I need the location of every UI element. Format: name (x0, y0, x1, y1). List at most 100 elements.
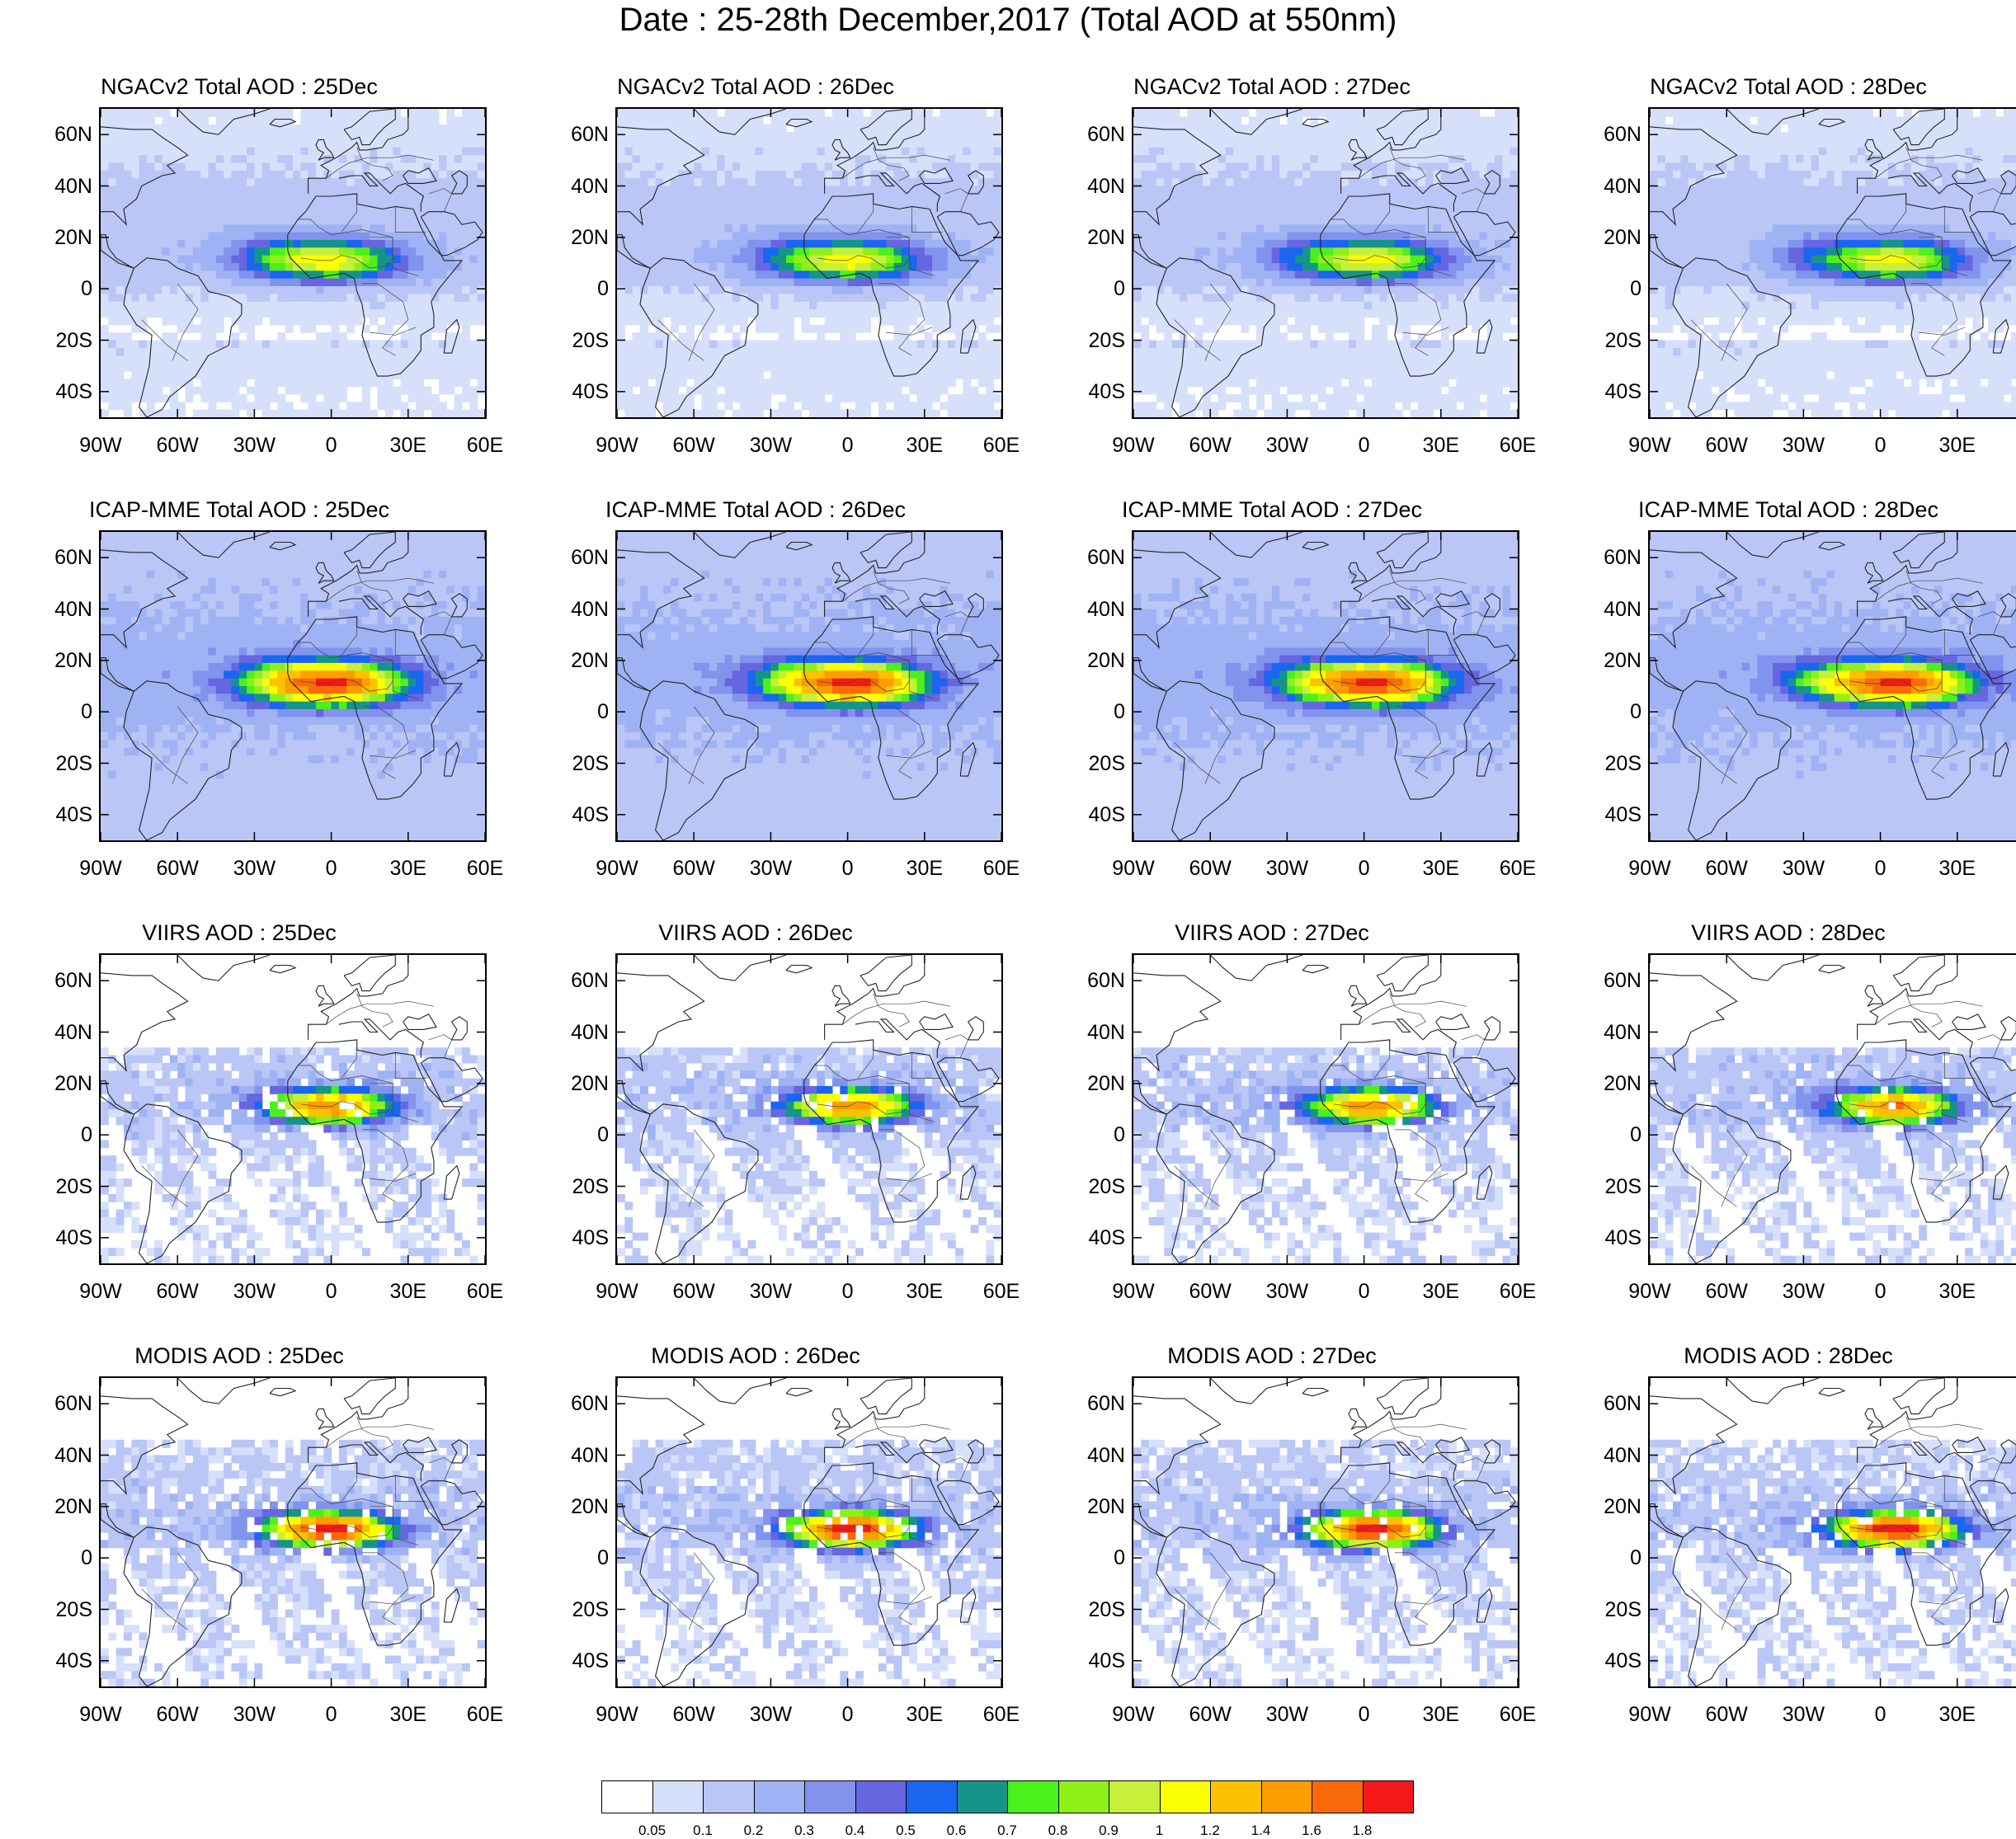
panel-title: VIIRS AOD : 25Dec (0, 920, 478, 945)
lon-tick-label: 0 (1844, 1703, 1918, 1726)
lat-tick-label: 60N (1067, 1392, 1125, 1415)
lon-tick-label: 30E (371, 1280, 445, 1303)
lon-tick-label: 30W (733, 434, 808, 457)
aod-field (617, 109, 1001, 417)
aod-map-canvas (1650, 532, 2016, 840)
lon-tick-label: 30W (1766, 1280, 1840, 1303)
aod-field (617, 532, 1001, 840)
lat-tick-label: 0 (1067, 1123, 1125, 1146)
lon-tick-label: 90W (64, 1280, 138, 1303)
lon-tick-label: 60W (1173, 1280, 1247, 1303)
lon-tick-label: 0 (1844, 434, 1918, 457)
lon-tick-label: 60W (140, 1280, 214, 1303)
lat-tick-label: 0 (35, 1123, 92, 1146)
lon-tick-label: 0 (294, 434, 369, 457)
lon-tick-label: 0 (811, 434, 885, 457)
aod-map-canvas (617, 955, 1001, 1263)
lon-tick-label: 90W (1096, 857, 1171, 880)
aod-field (101, 532, 485, 840)
lat-tick-label: 40S (1584, 380, 1642, 403)
lat-tick-label: 20S (1067, 752, 1125, 775)
colorbar-label: 0.6 (932, 1823, 982, 1839)
aod-map-canvas (1650, 955, 2016, 1263)
map-frame (99, 1376, 487, 1688)
lat-tick-label: 0 (1067, 277, 1125, 300)
panel-title: MODIS AOD : 25Dec (0, 1343, 478, 1368)
lat-tick-label: 20S (1067, 329, 1125, 352)
lon-tick-label: 30W (1250, 434, 1324, 457)
colorbar-swatch (1261, 1780, 1313, 1813)
lon-tick-label: 60W (1173, 434, 1247, 457)
lon-tick-label: 60E (1997, 1280, 2016, 1303)
colorbar-label: 0.3 (780, 1823, 829, 1839)
panel-title: MODIS AOD : 27Dec (1033, 1343, 1511, 1368)
lon-tick-label: 30E (371, 434, 445, 457)
lon-tick-label: 30E (1404, 434, 1478, 457)
lat-tick-label: 60N (35, 123, 92, 146)
lon-tick-label: 60E (448, 1703, 522, 1726)
lat-tick-label: 40N (1067, 175, 1125, 198)
colorbar-label: 0.1 (678, 1823, 728, 1839)
lon-tick-label: 60W (140, 857, 214, 880)
colorbar-swatch (1058, 1780, 1110, 1813)
lat-tick-label: 60N (1067, 546, 1125, 569)
colorbar-swatch (804, 1780, 856, 1813)
lon-tick-label: 0 (294, 1703, 369, 1726)
lat-tick-label: 40N (35, 1444, 92, 1467)
colorbar-swatch (957, 1780, 1009, 1813)
colorbar-swatch (1007, 1780, 1059, 1813)
lon-tick-label: 30W (217, 1703, 291, 1726)
lat-tick-label: 0 (1584, 1546, 1642, 1569)
lat-tick-label: 20S (35, 752, 92, 775)
lon-tick-label: 60W (657, 1280, 731, 1303)
lat-tick-label: 20N (1584, 649, 1642, 672)
lon-tick-label: 60W (140, 1703, 214, 1726)
lon-tick-label: 60W (1689, 1280, 1764, 1303)
lon-tick-label: 60E (1997, 434, 2016, 457)
lon-tick-label: 60W (657, 857, 731, 880)
map-frame (99, 530, 487, 842)
aod-map-canvas (1650, 109, 2016, 417)
lon-tick-label: 30E (1404, 857, 1478, 880)
aod-field (1650, 532, 2016, 840)
lat-tick-label: 40S (35, 380, 92, 403)
lat-tick-label: 0 (551, 1546, 609, 1569)
lat-tick-label: 60N (35, 1392, 92, 1415)
lat-tick-label: 40N (35, 1021, 92, 1044)
lat-tick-label: 60N (35, 969, 92, 992)
lon-tick-label: 90W (64, 1703, 138, 1726)
aod-field (1133, 1440, 1518, 1686)
colorbar-swatch (652, 1780, 704, 1813)
lon-tick-label: 0 (1327, 1280, 1401, 1303)
colorbar-swatch (1109, 1780, 1161, 1813)
lat-tick-label: 40N (551, 1444, 609, 1467)
lat-tick-label: 40N (551, 1021, 609, 1044)
lat-tick-label: 60N (1584, 969, 1642, 992)
aod-field (101, 1440, 485, 1686)
lat-tick-label: 20N (35, 649, 92, 672)
aod-map-canvas (1133, 532, 1518, 840)
lat-tick-label: 20N (1584, 226, 1642, 249)
lon-tick-label: 60E (1481, 1703, 1555, 1726)
lat-tick-label: 0 (551, 277, 609, 300)
lat-tick-label: 40S (1067, 1649, 1125, 1672)
panel-title: VIIRS AOD : 26Dec (516, 920, 995, 945)
lon-tick-label: 60W (1689, 857, 1764, 880)
lat-tick-label: 60N (1584, 123, 1642, 146)
lon-tick-label: 30W (1250, 857, 1324, 880)
lon-tick-label: 60E (964, 857, 1039, 880)
colorbar-label: 0.5 (881, 1823, 930, 1839)
aod-field (1133, 109, 1518, 417)
lat-tick-label: 40S (35, 1649, 92, 1672)
lat-tick-label: 20N (551, 649, 609, 672)
lat-tick-label: 40S (1067, 380, 1125, 403)
colorbar-label: 1.6 (1287, 1823, 1336, 1839)
aod-field (1133, 1047, 1518, 1263)
lon-tick-label: 30W (1766, 1703, 1840, 1726)
lon-tick-label: 0 (294, 1280, 369, 1303)
lon-tick-label: 0 (811, 1280, 885, 1303)
map-frame (1648, 530, 2016, 842)
